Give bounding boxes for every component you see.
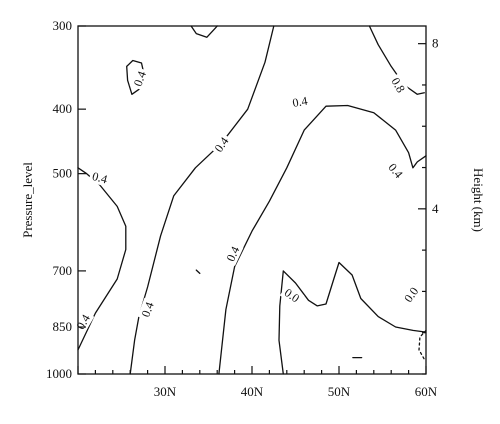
label-04-g: 0.4 xyxy=(288,93,311,111)
y-axis-title: Pressure_level xyxy=(20,162,35,238)
contour-c-mid-00 xyxy=(278,261,427,375)
contour-c-dashed-neg xyxy=(418,329,427,362)
label-04-b-text: 0.4 xyxy=(91,169,109,186)
label-04-b: 0.4 xyxy=(88,168,112,188)
contour-lines xyxy=(77,25,427,375)
y-tick-label-500: 500 xyxy=(53,166,73,181)
plot-frame xyxy=(77,25,427,375)
axis-ticks xyxy=(77,25,427,375)
y-tick-label-700: 700 xyxy=(53,263,73,278)
label-04-f-text: 0.4 xyxy=(223,244,242,264)
y-tick-label-850: 850 xyxy=(53,319,73,334)
y2-tick-label-8: 8 xyxy=(432,36,439,51)
contour-c-west-mid-04 xyxy=(129,25,275,375)
contour-c-speck-1 xyxy=(195,269,201,275)
y2-axis-title: Height (km) xyxy=(471,168,486,232)
axis-tick-labels: 30N 40N 50N 60N 300 400 500 700 850 1000 4 8 xyxy=(46,18,439,399)
label-00-b: 0.0 xyxy=(399,282,423,307)
label-04-c: 0.4 xyxy=(72,309,95,335)
label-04-e: 0.4 xyxy=(210,132,233,157)
contour-c-top-left-04 xyxy=(190,25,218,38)
label-04-g-text: 0.4 xyxy=(291,94,308,110)
label-04-d-text: 0.4 xyxy=(138,300,156,319)
label-08: 0.8 xyxy=(387,72,410,98)
y-tick-label-1000: 1000 xyxy=(46,366,72,381)
label-04-d: 0.4 xyxy=(137,297,158,322)
x-tick-label-40N: 40N xyxy=(241,384,264,399)
label-04-h-text: 0.4 xyxy=(385,160,405,180)
label-04-h: 0.4 xyxy=(383,158,408,183)
x-tick-label-60N: 60N xyxy=(415,384,438,399)
contour-labels: 0.4 0.4 0.4 0.4 0.4 0.4 0.4 0.4 0.8 0.0 0.0 xyxy=(72,66,423,335)
x-tick-label-50N: 50N xyxy=(328,384,351,399)
x-tick-label-30N: 30N xyxy=(154,384,177,399)
label-04-a-text: 0.4 xyxy=(131,69,149,88)
label-04-a: 0.4 xyxy=(129,66,150,91)
contour-c-arch-04 xyxy=(218,104,427,375)
label-04-f: 0.4 xyxy=(222,241,244,266)
label-00-a: 0.0 xyxy=(279,283,305,307)
y-tick-label-300: 300 xyxy=(53,18,73,33)
y-tick-label-400: 400 xyxy=(53,101,73,116)
y2-tick-label-4: 4 xyxy=(432,201,439,216)
label-08-text: 0.8 xyxy=(388,75,408,95)
